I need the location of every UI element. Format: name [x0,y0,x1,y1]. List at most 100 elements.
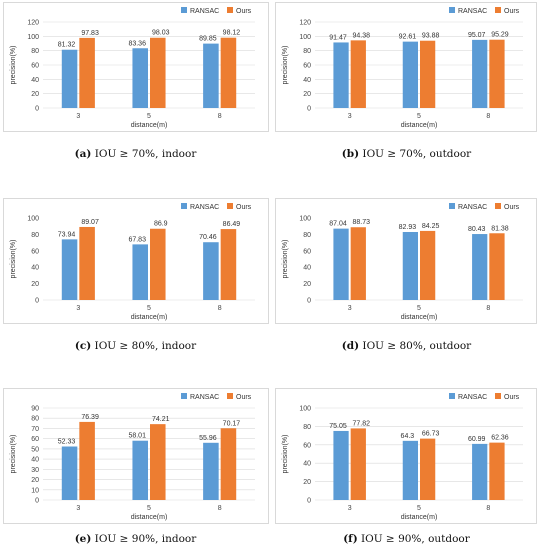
y-axis-label: precision(%) [282,435,289,474]
data-label-ours-5: 84.25 [422,223,440,230]
caption-a-tag: (a) [74,148,92,160]
x-tick-label: 5 [417,113,421,120]
data-label-ransac-5: 58.01 [128,433,146,440]
data-label-ours-8: 86.49 [223,221,241,228]
legend-swatch-ours [227,393,233,399]
chart-f: RANSAC Ours 0 20 40 60 80 100 precision(%) 75.05 7… [275,388,537,524]
bar-ransac-3 [61,446,78,500]
data-label-ours-8: 70.17 [223,420,241,427]
y-tick-label: 100 [27,34,39,41]
y-tick-label: 40 [31,77,39,84]
y-axis-label: precision(%) [10,240,17,279]
bar-ransac-3 [333,430,349,500]
x-tick-label: 3 [348,305,352,312]
bar-ransac-3 [61,49,78,108]
bar-ours-5 [420,230,436,300]
data-label-ransac-5: 92.61 [399,34,417,41]
data-label-ransac-3: 91.47 [329,34,347,41]
legend-label-ransac: RANSAC [190,8,219,15]
data-label-ours-5: 74.21 [152,416,170,423]
data-label-ransac-8: 95.07 [468,32,486,39]
data-label-ransac-3: 87.04 [329,221,347,228]
x-tick-label: 5 [147,113,151,120]
y-tick-label: 0 [307,106,311,113]
data-label-ours-5: 66.73 [422,431,440,438]
data-label-ours-3: 89.07 [81,219,99,226]
y-tick-label: 20 [31,477,39,484]
bar-ours-8 [489,442,505,500]
chart-d: RANSAC Ours 0 20 40 60 80 100 precision(%) 87.04 8… [275,198,537,324]
y-axis-label: precision(%) [10,46,17,85]
legend-label-ours: Ours [236,394,252,401]
data-label-ours-8: 81.38 [491,225,509,232]
bar-ours-3 [350,227,366,300]
bar-ours-5 [150,37,166,109]
y-tick-label: 100 [299,34,311,41]
caption-b-text: IOU ≥ 70%, outdoor [359,148,472,160]
y-tick-label: 90 [31,406,39,413]
data-label-ransac-8: 89.85 [199,36,217,43]
legend-label-ransac: RANSAC [458,8,487,15]
x-tick-label: 3 [348,113,352,120]
x-tick-label: 5 [417,305,421,312]
legend-label-ours: Ours [236,204,252,211]
data-label-ransac-8: 80.43 [468,226,486,233]
bar-ransac-8 [472,443,488,500]
legend-label-ours: Ours [504,394,520,401]
legend: RANSAC Ours [181,7,252,15]
bar-ransac-8 [203,43,219,108]
data-label-ours-8: 62.36 [491,435,509,442]
chart-panel-e: RANSAC Ours 0 10 20 30 40 50 60 70 80 90 precision(%… [3,388,269,524]
y-tick-label: 20 [31,281,39,288]
legend: RANSAC Ours [181,393,252,401]
x-tick-label: 8 [486,305,490,312]
y-tick-label: 40 [31,265,39,272]
y-tick-label: 0 [35,298,39,305]
data-label-ransac-5: 83.36 [128,40,146,47]
legend-label-ours: Ours [236,8,252,15]
y-tick-label: 80 [31,232,39,239]
data-label-ransac-8: 70.46 [199,234,217,241]
x-tick-label: 8 [218,305,222,312]
legend-swatch-ransac [181,393,187,399]
bar-ours-3 [79,226,95,300]
bar-ransac-8 [472,39,488,108]
caption-b: (b) IOU ≥ 70%, outdoor [271,148,542,160]
y-tick-label: 10 [31,487,39,494]
bar-ours-5 [420,40,436,109]
data-label-ransac-3: 73.94 [58,231,76,238]
x-tick-label: 5 [147,505,151,512]
y-tick-label: 70 [31,426,39,433]
bar-ours-8 [220,428,237,500]
y-tick-label: 80 [31,48,39,55]
bar-ransac-5 [132,48,148,108]
x-axis-label: distance(m) [131,122,168,129]
data-label-ransac-5: 67.83 [128,236,146,243]
y-tick-label: 60 [303,442,311,449]
y-tick-label: 120 [27,20,39,27]
caption-e: (e) IOU ≥ 90%, indoor [0,533,271,545]
bar-ransac-5 [132,440,148,500]
caption-b-tag: (b) [341,148,360,160]
y-tick-label: 100 [299,406,311,413]
x-tick-label: 5 [147,305,151,312]
data-label-ours-5: 93.88 [422,33,440,40]
legend-label-ours: Ours [504,8,520,15]
chart-panel-c: RANSAC Ours 0 20 40 60 80 100 precision(%) 73.94 8… [3,198,269,324]
y-tick-label: 80 [31,416,39,423]
y-tick-label: 20 [303,479,311,486]
y-tick-label: 60 [303,63,311,70]
y-tick-label: 0 [307,498,311,505]
bar-ransac-5 [402,231,418,300]
data-label-ours-5: 86.9 [154,221,168,228]
bar-ours-3 [79,421,95,500]
x-axis-label: distance(m) [401,314,438,321]
chart-e: RANSAC Ours 0 10 20 30 40 50 60 70 80 90 precision(%… [3,388,269,524]
legend-label-ransac: RANSAC [458,394,487,401]
y-tick-label: 40 [303,461,311,468]
chart-panel-b: RANSAC Ours 0 20 40 60 80 100 120 precision(%) 91.… [275,2,537,132]
chart-c: RANSAC Ours 0 20 40 60 80 100 precision(%) 73.94 8… [3,198,269,324]
y-tick-label: 0 [35,498,39,505]
caption-f-text: IOU ≥ 90%, outdoor [357,533,470,545]
legend-swatch-ours [227,7,233,13]
